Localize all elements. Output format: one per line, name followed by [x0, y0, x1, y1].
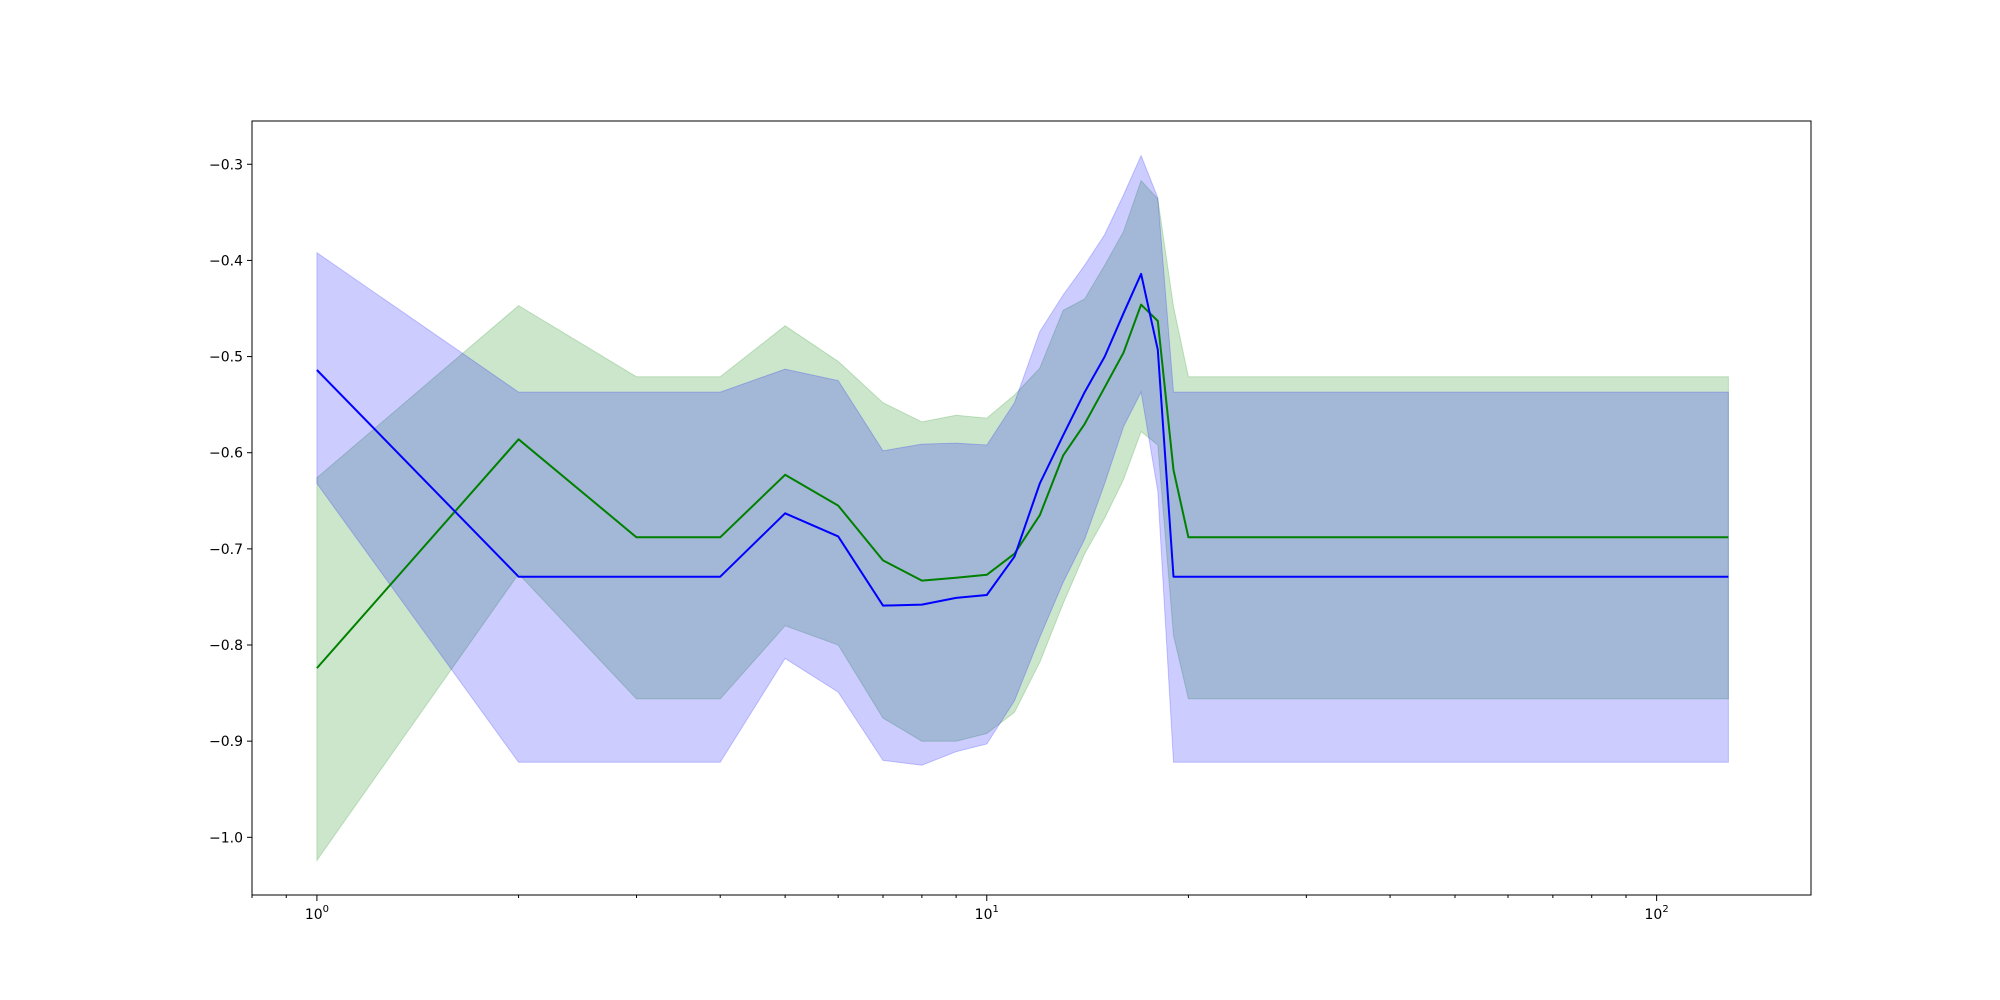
x-tick-label: 102: [1645, 904, 1669, 923]
y-tick-label: −0.3: [209, 157, 243, 173]
plot-frame: [251, 120, 1812, 896]
y-tick-label: −0.4: [209, 253, 243, 269]
x-tick-label: 101: [975, 904, 999, 923]
confidence-band-1: [316, 179, 1729, 862]
y-axis: −1.0 −0.9 −0.8 −0.7 −0.6 −0.5 −0.4 −0.3: [209, 157, 252, 846]
series-lines: [316, 272, 1729, 669]
y-tick-label: −1.0: [209, 830, 243, 846]
x-tick-label: 100: [305, 904, 329, 923]
y-tick-label: −0.7: [209, 542, 243, 558]
y-tick-label: −0.6: [209, 446, 243, 462]
x-axis: 100 101 102: [251, 895, 1669, 923]
y-tick-label: −0.8: [209, 638, 243, 654]
confidence-bands: [316, 154, 1729, 862]
series-line-2: [316, 272, 1729, 607]
y-tick-label: −0.9: [209, 734, 243, 750]
y-tick-label: −0.5: [209, 350, 243, 366]
confidence-band-2: [316, 154, 1729, 766]
